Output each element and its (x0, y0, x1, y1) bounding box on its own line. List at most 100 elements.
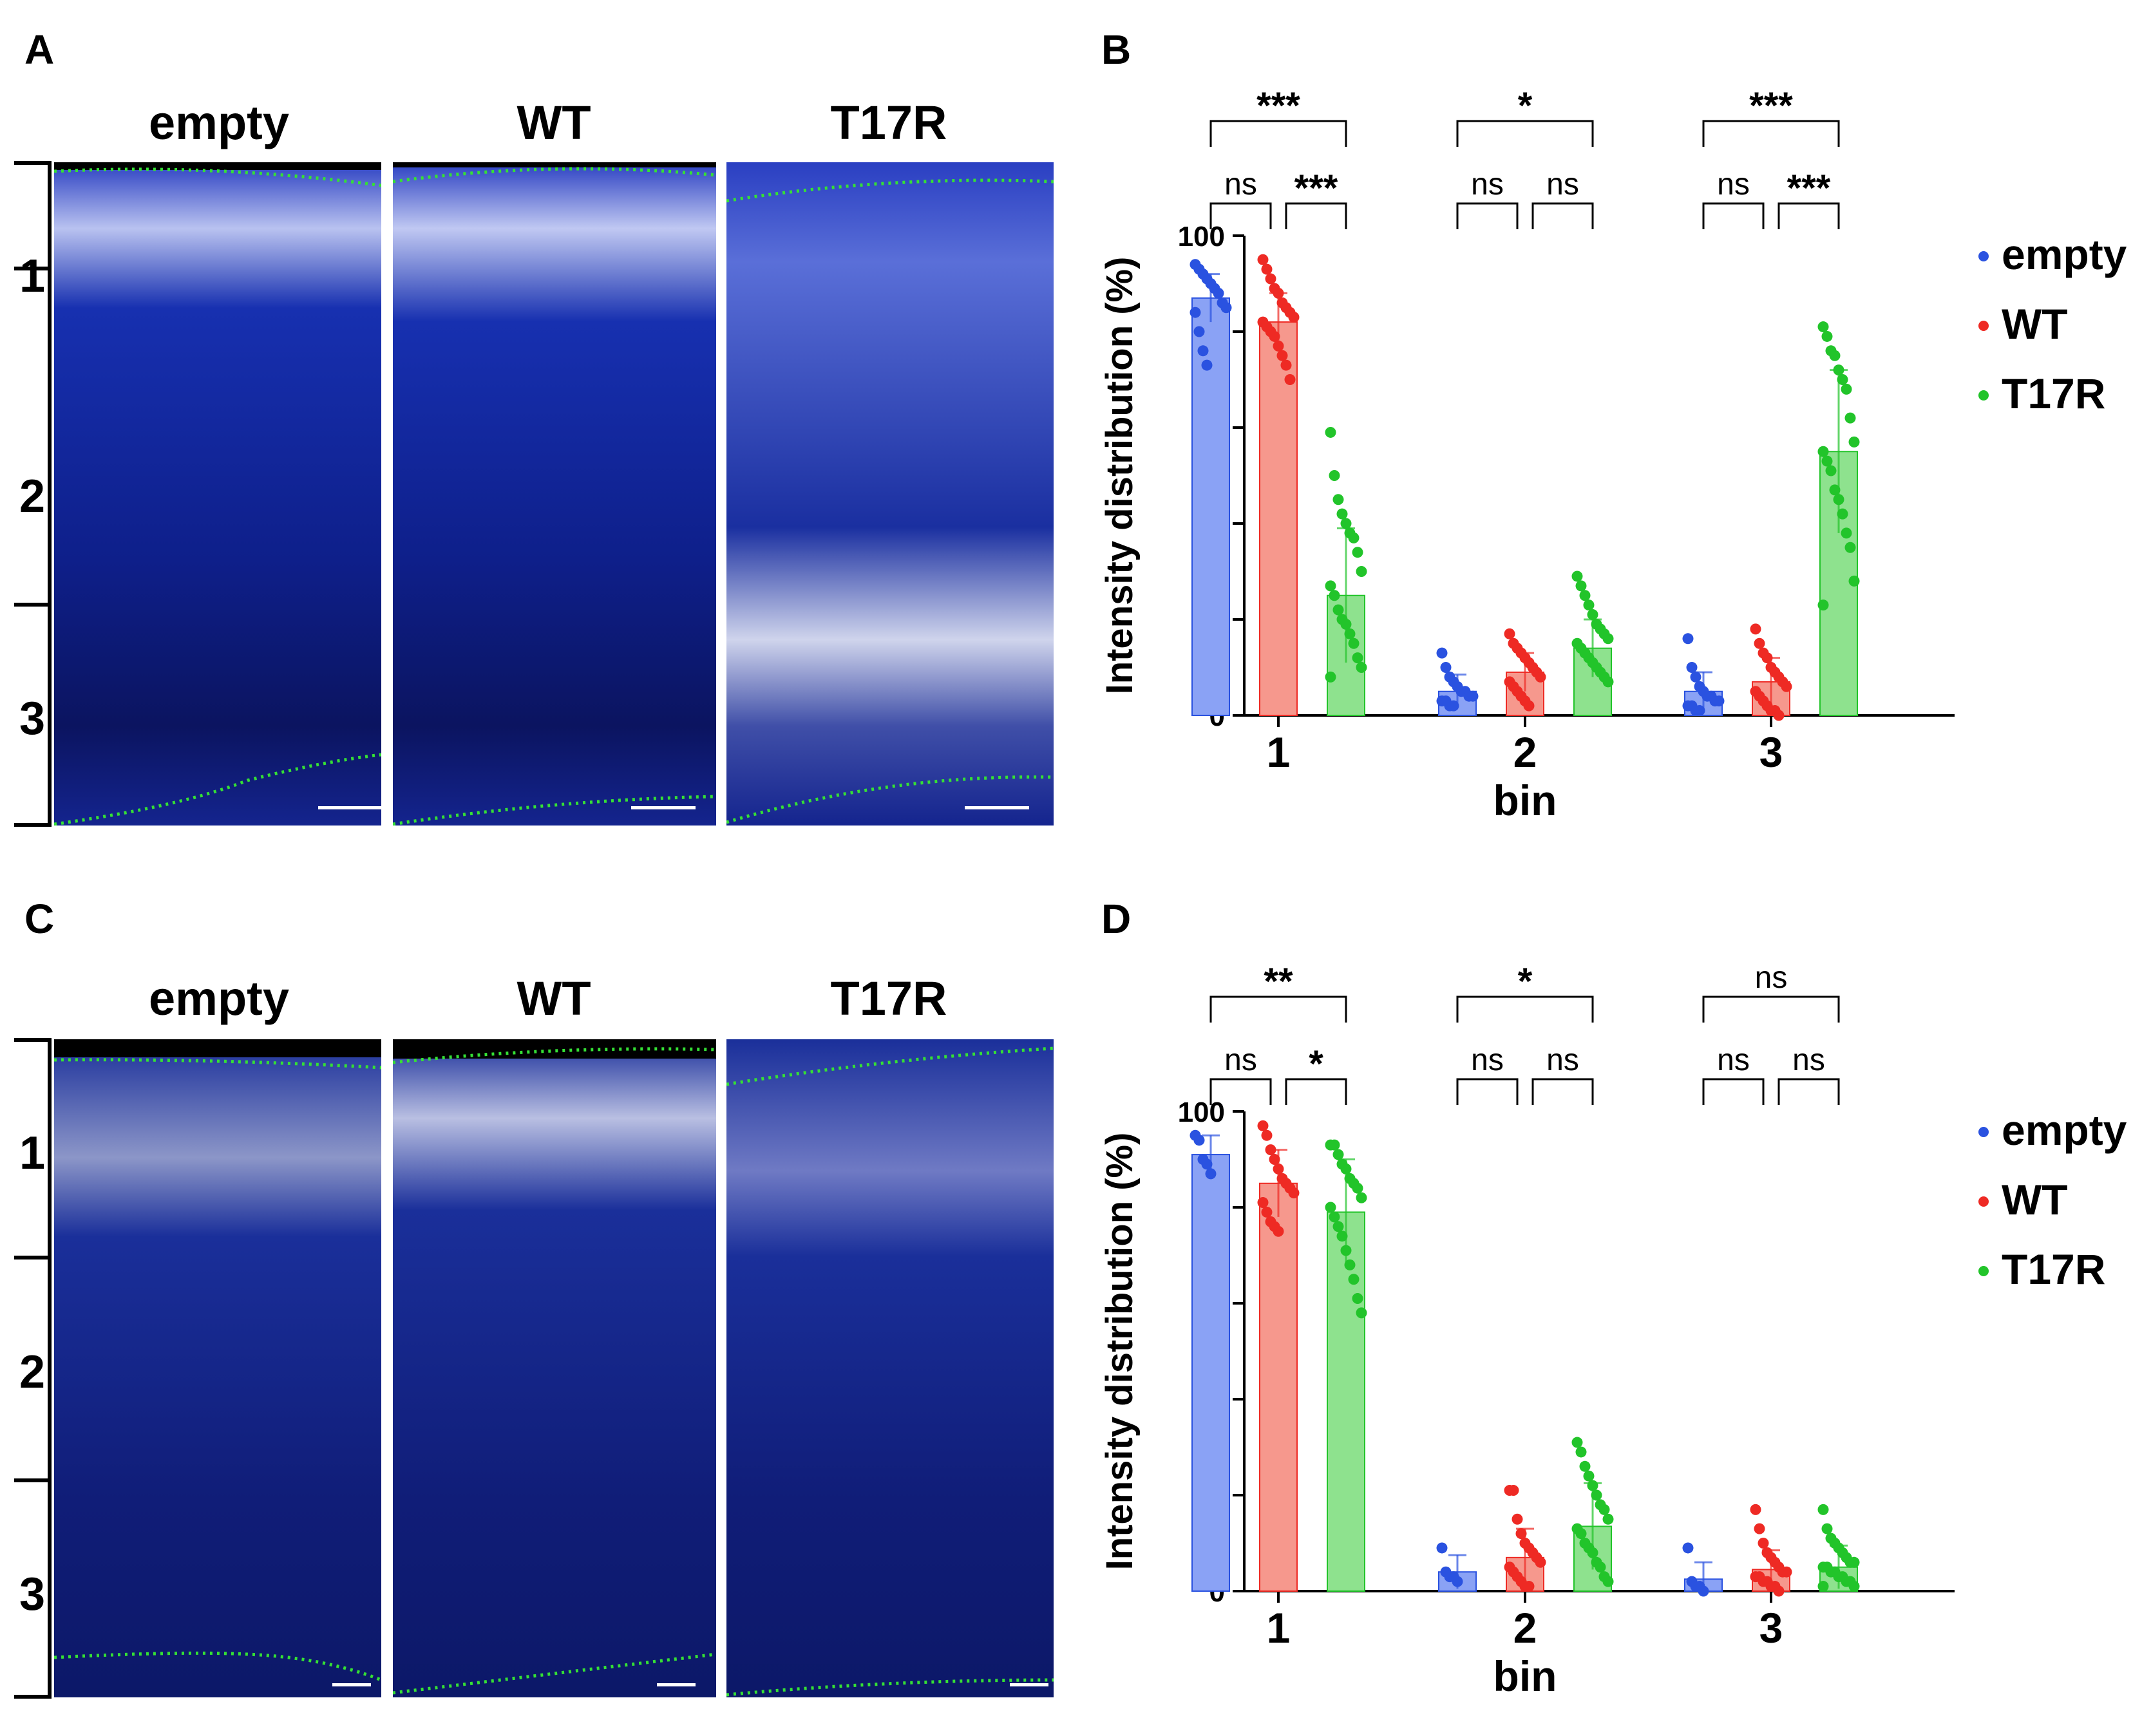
legend-marker-T17R (1978, 390, 1989, 401)
point-T17R-bin1 (1325, 426, 1336, 438)
bin-tick-a-bottom (14, 823, 52, 827)
x-tick-label: 2 (1513, 728, 1537, 776)
point-T17R-bin1 (1344, 628, 1356, 639)
legend-label-WT: WT (2002, 1176, 2068, 1223)
scale-bar-axis-a (48, 161, 52, 827)
point-WT-bin1 (1284, 374, 1296, 385)
legend-marker-WT (1978, 1196, 1989, 1207)
panel-letter-c: C (24, 896, 55, 942)
legend-label-empty: empty (2002, 1106, 2127, 1154)
point-T17R-bin3 (1821, 455, 1833, 467)
point-T17R-bin2 (1587, 609, 1598, 621)
bar-WT-bin1 (1259, 1182, 1298, 1592)
sig-bracket-bin2-empty-T17R (1456, 995, 1594, 1023)
point-T17R-bin1 (1352, 652, 1363, 664)
sig-bracket-bin1-WT-T17R (1285, 202, 1347, 229)
point-T17R-bin1 (1352, 1293, 1363, 1305)
micrograph-a-t17r (726, 162, 1054, 826)
point-T17R-bin1 (1325, 1202, 1336, 1213)
point-T17R-bin3 (1817, 321, 1829, 333)
point-WT-bin3 (1750, 1504, 1761, 1515)
panel-letter-a: A (24, 26, 55, 73)
point-WT-bin3 (1781, 1566, 1792, 1578)
sig-label-bin3-empty-T17R: *** (1749, 85, 1793, 127)
sig-label-bin2-empty-T17R: * (1518, 85, 1533, 127)
legend-label-T17R: T17R (2002, 1245, 2105, 1293)
micrograph-a-wt-image (393, 162, 716, 826)
point-T17R-bin1 (1332, 604, 1344, 616)
sig-bracket-bin1-empty-WT (1209, 1078, 1272, 1105)
sig-label-bin2-empty-WT: ns (1471, 1043, 1504, 1077)
sig-label-bin1-WT-T17R: * (1309, 1043, 1323, 1085)
point-empty-bin1 (1201, 1158, 1213, 1170)
point-T17R-bin3 (1844, 412, 1856, 424)
panel-letter-b: B (1101, 26, 1132, 73)
point-WT-bin2 (1512, 1513, 1523, 1525)
point-T17R-bin2 (1602, 676, 1614, 688)
x-tick-label: 1 (1267, 728, 1291, 776)
point-T17R-bin1 (1325, 580, 1336, 592)
point-WT-bin1 (1269, 1154, 1280, 1165)
point-WT-bin2 (1523, 700, 1535, 712)
point-WT-bin2 (1504, 628, 1515, 639)
point-T17R-bin2 (1575, 1446, 1587, 1458)
point-empty-bin1 (1197, 345, 1209, 357)
point-T17R-bin1 (1348, 1274, 1360, 1285)
point-T17R-bin2 (1571, 571, 1583, 582)
point-T17R-bin3 (1833, 364, 1844, 376)
sig-label-bin3-empty-T17R: ns (1755, 961, 1788, 995)
sig-label-bin1-empty-WT: ns (1224, 1043, 1257, 1077)
point-WT-bin3 (1773, 710, 1785, 721)
point-empty-bin2 (1448, 700, 1459, 712)
point-T17R-bin3 (1833, 494, 1844, 505)
point-WT-bin3 (1781, 681, 1792, 692)
sig-bracket-bin1-empty-WT (1209, 202, 1272, 229)
sig-bracket-bin1-WT-T17R (1285, 1078, 1347, 1105)
column-title-empty-a: empty (149, 96, 289, 149)
point-T17R-bin2 (1595, 1561, 1606, 1573)
point-empty-bin1 (1193, 326, 1205, 337)
scale-bar-axis-c (48, 1038, 52, 1699)
bar-empty-bin1 (1191, 1154, 1230, 1592)
sig-bracket-bin2-WT-T17R (1531, 1078, 1594, 1105)
bin-label-a-3: 3 (19, 693, 46, 744)
point-WT-bin1 (1288, 1187, 1300, 1199)
point-T17R-bin1 (1352, 1182, 1363, 1194)
point-T17R-bin3 (1829, 484, 1841, 496)
point-T17R-bin2 (1602, 1513, 1614, 1525)
x-axis-title: bin (1493, 1652, 1557, 1700)
y-tick-label: 100 (1178, 1097, 1225, 1128)
column-title-wt-a: WT (517, 96, 591, 149)
point-WT-bin2 (1508, 1485, 1519, 1496)
x-tick-label: 2 (1513, 1604, 1537, 1652)
sig-label-bin1-empty-WT: ns (1224, 167, 1257, 202)
y-axis-title: Intensity distribution (%) (1099, 1133, 1141, 1571)
point-WT-bin3 (1773, 1585, 1785, 1597)
bar-empty-bin1 (1191, 297, 1230, 717)
column-title-t17r-c: T17R (830, 972, 947, 1025)
point-T17R-bin1 (1348, 532, 1360, 543)
point-WT-bin2 (1523, 1581, 1535, 1592)
x-tick-label: 3 (1759, 1604, 1783, 1652)
sig-label-bin1-WT-T17R: *** (1294, 167, 1338, 209)
point-WT-bin2 (1515, 1528, 1527, 1540)
column-title-wt-c: WT (517, 972, 591, 1025)
point-T17R-bin3 (1825, 465, 1837, 476)
point-T17R-bin3 (1841, 383, 1852, 395)
point-T17R-bin1 (1356, 1192, 1367, 1203)
sig-label-bin3-WT-T17R: *** (1787, 167, 1831, 209)
bin-label-c-2: 2 (19, 1346, 46, 1398)
sig-label-bin1-empty-T17R: ** (1264, 961, 1293, 1003)
point-empty-bin1 (1201, 359, 1213, 371)
bin-label-c-1: 1 (19, 1127, 46, 1179)
point-T17R-bin3 (1837, 374, 1848, 385)
point-T17R-bin1 (1329, 470, 1340, 481)
point-T17R-bin2 (1587, 1480, 1598, 1491)
point-empty-bin1 (1193, 1135, 1205, 1146)
point-T17R-bin1 (1352, 547, 1363, 558)
point-empty-bin1 (1205, 1168, 1217, 1180)
point-empty-bin2 (1467, 690, 1479, 702)
point-empty-bin1 (1220, 302, 1232, 314)
sig-label-bin3-empty-WT: ns (1717, 1043, 1750, 1077)
point-T17R-bin3 (1817, 1581, 1829, 1592)
